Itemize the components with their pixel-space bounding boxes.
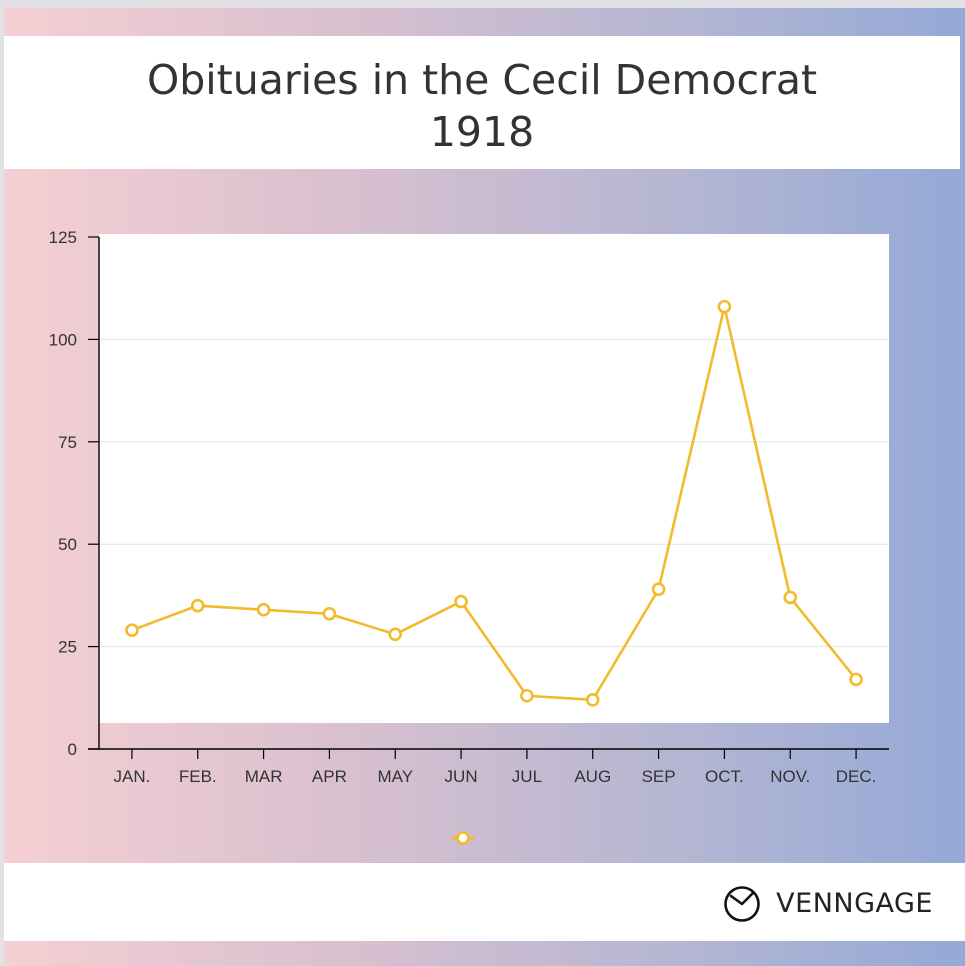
chart-title: Obituaries in the Cecil Democrat 1918 <box>4 54 960 158</box>
x-tick-label: FEB. <box>179 767 217 786</box>
x-tick-label: APR <box>312 767 347 786</box>
data-point <box>783 590 798 605</box>
x-tick-label: JAN. <box>113 767 150 786</box>
y-tick-label: 100 <box>49 330 77 349</box>
x-tick-label: AUG <box>574 767 611 786</box>
y-tick-label: 0 <box>68 740 77 759</box>
data-point <box>322 607 337 621</box>
x-tick-label: OCT. <box>705 767 744 786</box>
venngage-logo-icon <box>724 886 760 922</box>
axes <box>88 237 889 750</box>
data-point <box>190 598 205 613</box>
data-point <box>388 627 403 642</box>
x-tick-label: NOV. <box>770 767 810 786</box>
title-panel: Obituaries in the Cecil Democrat 1918 <box>4 36 960 169</box>
y-tick-label: 125 <box>49 228 77 247</box>
series-line <box>131 305 858 702</box>
legend <box>451 831 475 845</box>
data-point <box>717 299 732 314</box>
x-tick-label: DEC. <box>836 767 877 786</box>
y-axis-ticks: 0 25 50 75 100 125 <box>49 228 99 759</box>
data-point <box>520 688 534 703</box>
plot-area <box>99 234 889 723</box>
y-tick-label: 75 <box>58 433 77 452</box>
title-line-1: Obituaries in the Cecil Democrat <box>146 56 818 104</box>
x-axis-ticks: JAN. FEB. MAR APR MAY JUN JUL AUG SEP OCT. NOV. DEC… <box>113 749 876 786</box>
x-tick-label: JUL <box>512 767 542 786</box>
x-tick-label: MAY <box>377 767 413 786</box>
series-layer <box>125 299 863 707</box>
x-tick-label: JUN <box>445 767 478 786</box>
x-tick-label: MAR <box>245 767 283 786</box>
data-point <box>125 623 139 638</box>
x-tick-label: SEP <box>642 767 676 786</box>
data-point <box>256 602 271 617</box>
data-point <box>849 672 863 687</box>
data-point <box>585 693 600 707</box>
data-point <box>454 594 468 609</box>
legend-marker <box>456 831 470 845</box>
data-point <box>651 582 666 597</box>
brand-name: VENNGAGE <box>776 887 933 919</box>
y-tick-label: 50 <box>58 535 77 554</box>
y-tick-label: 25 <box>58 638 77 657</box>
brand[interactable]: VENNGAGE <box>722 883 933 923</box>
title-line-2: 1918 <box>429 108 535 156</box>
footer-panel: VENNGAGE <box>4 863 965 941</box>
